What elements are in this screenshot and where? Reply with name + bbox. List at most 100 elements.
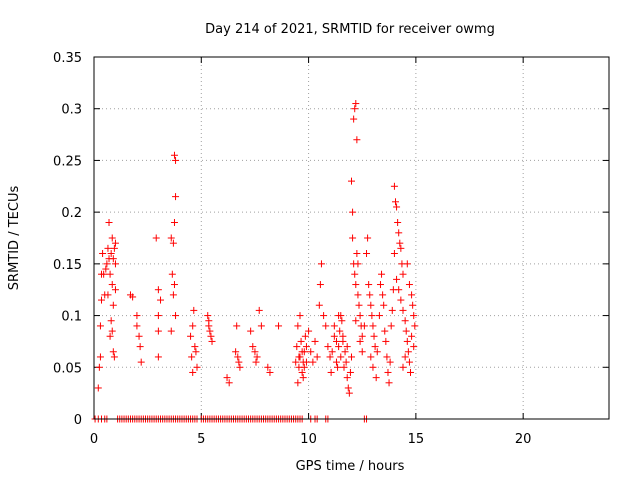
data-point <box>133 312 141 320</box>
data-point <box>353 136 361 144</box>
data-point <box>385 379 393 387</box>
data-point <box>399 363 407 371</box>
data-point <box>337 312 345 320</box>
data-point <box>108 327 116 335</box>
data-point <box>353 250 361 258</box>
data-point <box>293 343 301 351</box>
data-point <box>351 270 359 278</box>
data-point <box>106 270 114 278</box>
data-point <box>349 208 357 216</box>
data-point <box>172 193 180 201</box>
data-point <box>364 234 372 242</box>
y-tick-label: 0.3 <box>61 103 82 118</box>
data-point <box>106 332 114 340</box>
y-tick-label: 0.15 <box>53 258 82 273</box>
data-point <box>408 332 416 340</box>
data-point <box>399 306 407 314</box>
data-point <box>154 286 162 294</box>
data-point <box>393 275 401 283</box>
data-point <box>298 348 306 356</box>
data-point <box>296 312 304 320</box>
data-point <box>391 198 399 206</box>
data-point <box>368 312 376 320</box>
data-point <box>275 322 283 330</box>
data-point <box>190 306 198 314</box>
data-point <box>249 343 257 351</box>
data-point <box>225 379 233 387</box>
x-tick-label: 0 <box>90 432 98 447</box>
data-point <box>358 332 366 340</box>
data-point <box>330 332 338 340</box>
data-point <box>95 363 103 371</box>
data-point <box>352 281 360 289</box>
data-point <box>404 348 412 356</box>
data-point <box>405 358 413 366</box>
data-point <box>152 234 160 242</box>
data-point <box>395 229 403 237</box>
data-point <box>401 353 409 361</box>
data-point <box>346 368 354 376</box>
data-point <box>169 239 177 247</box>
data-point <box>326 353 334 361</box>
y-tick-label: 0.2 <box>61 206 82 221</box>
data-point <box>328 348 336 356</box>
data-point <box>309 358 317 366</box>
data-point <box>299 374 307 382</box>
data-point <box>382 337 390 345</box>
data-point <box>96 322 104 330</box>
y-axis-label: SRMTID / TECUs <box>7 186 22 291</box>
data-point <box>397 244 405 252</box>
data-point <box>354 291 362 299</box>
data-point <box>410 312 418 320</box>
data-point <box>233 322 241 330</box>
data-point <box>381 327 389 335</box>
data-point <box>407 368 415 376</box>
x-tick-label: 15 <box>408 432 425 447</box>
data-point <box>378 270 386 278</box>
data-point <box>405 281 413 289</box>
data-point <box>247 327 255 335</box>
data-point <box>354 260 362 268</box>
data-point <box>338 317 346 325</box>
data-point <box>394 218 402 226</box>
data-point <box>189 322 197 330</box>
data-point <box>350 115 358 123</box>
data-point <box>266 368 274 376</box>
data-point <box>264 363 272 371</box>
data-point <box>327 368 335 376</box>
data-point <box>109 255 117 263</box>
data-point <box>315 301 323 309</box>
data-point <box>370 332 378 340</box>
y-tick-label: 0.05 <box>53 361 82 376</box>
data-point <box>103 260 111 268</box>
data-point <box>107 250 115 258</box>
data-point <box>189 368 197 376</box>
data-point <box>300 363 308 371</box>
data-point <box>104 291 112 299</box>
data-point <box>387 322 395 330</box>
plot-frame <box>93 56 610 420</box>
data-point <box>206 327 214 335</box>
data-point <box>295 353 303 361</box>
data-point <box>356 312 364 320</box>
data-point <box>311 337 319 345</box>
data-point <box>348 353 355 361</box>
axis-ticks: 0 0.05 0.1 0.15 0.2 0.25 0.3 0.35 0 5 10 15 20 <box>53 51 609 447</box>
data-point <box>136 343 144 351</box>
data-point <box>349 234 357 242</box>
data-point <box>104 244 112 252</box>
data-point <box>110 244 118 252</box>
data-point <box>373 348 381 356</box>
data-point <box>390 182 398 190</box>
data-point <box>339 332 347 340</box>
data-point <box>342 358 350 366</box>
data-point <box>172 156 180 164</box>
data-point <box>169 291 177 299</box>
data-point <box>376 281 384 289</box>
data-point <box>305 327 313 335</box>
data-point <box>154 312 162 320</box>
x-tick-label: 5 <box>197 432 205 447</box>
data-point <box>207 332 215 340</box>
data-point <box>365 281 373 289</box>
data-point <box>355 301 363 309</box>
